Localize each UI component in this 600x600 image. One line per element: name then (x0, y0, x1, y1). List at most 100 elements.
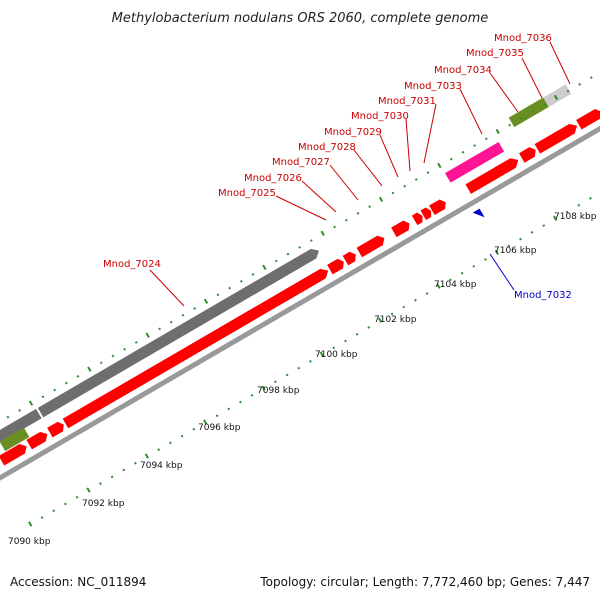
reverse-tick (250, 393, 254, 397)
forward-tick (286, 252, 290, 256)
tick-label: 7096 kbp (198, 423, 241, 433)
tick-label: 7092 kbp (82, 499, 125, 509)
gene-label[interactable]: Mnod_7032 (514, 290, 572, 301)
reverse-tick (180, 434, 184, 438)
forward-tick (391, 191, 395, 195)
reverse-tick (297, 366, 301, 370)
leader-mnod-7030 (405, 118, 411, 172)
reverse-tick (460, 271, 464, 275)
cds-3[interactable] (26, 429, 50, 450)
forward-tick (414, 178, 418, 181)
reverse-tick (472, 264, 476, 268)
forward-tick (495, 128, 500, 135)
cds-mnod-7025[interactable] (327, 257, 346, 275)
gene-label[interactable]: Mnod_7036 (494, 33, 552, 44)
cds-mnod-7033[interactable] (429, 197, 448, 216)
map-title: Methylobacterium nodulans ORS 2060, comp… (112, 11, 489, 26)
reverse-tick (530, 230, 534, 234)
gene-label[interactable]: Mnod_7027 (272, 157, 330, 168)
gene-labels: Mnod_7024 Mnod_7025 Mnod_7026 Mnod_7027 … (103, 33, 572, 301)
forward-tick (519, 116, 523, 120)
tick-labels: 7090 kbp 7092 kbp 7094 kbp 7096 kbp 7098… (8, 212, 597, 547)
forward-tick (320, 230, 325, 237)
forward-tick (111, 354, 115, 358)
reverse-tick (86, 487, 91, 493)
cds-mnod-7027[interactable] (356, 233, 388, 258)
gene-label[interactable]: Mnod_7033 (404, 81, 462, 92)
cds-mnod-7026[interactable] (342, 250, 359, 266)
reverse-tick (344, 339, 347, 343)
forward-tick (239, 279, 243, 283)
cds-mnod-7035[interactable] (519, 145, 538, 163)
gene-label[interactable]: Mnod_7024 (103, 259, 161, 270)
leader-mnod-7034 (489, 72, 519, 113)
leader-mnod-7024 (149, 269, 185, 307)
rna-feature[interactable] (445, 141, 505, 183)
forward-tick (309, 239, 313, 242)
pseudo-feature-left[interactable] (0, 427, 30, 452)
reverse-tick (40, 516, 44, 519)
gray-feature-main[interactable] (37, 248, 317, 418)
reverse-tick (192, 427, 196, 431)
cds-mnod-7036[interactable] (534, 121, 580, 154)
cds-mnod-7032[interactable] (472, 208, 485, 222)
forward-tick (437, 162, 442, 169)
gray-feature-left[interactable] (0, 408, 42, 455)
reverse-tick (75, 495, 79, 499)
gene-label[interactable]: Mnod_7025 (218, 188, 276, 199)
forward-tick (426, 171, 430, 175)
forward-tick (368, 205, 371, 208)
leader-mnod-7032 (489, 253, 515, 291)
gene-label[interactable]: Mnod_7034 (434, 65, 492, 76)
cds-right-end[interactable] (576, 107, 600, 130)
forward-tick (484, 137, 488, 141)
gene-label[interactable]: Mnod_7031 (378, 96, 436, 107)
cds-mnod-7031[interactable] (420, 206, 434, 221)
forward-tick (356, 212, 360, 215)
reverse-tick (309, 360, 312, 363)
reverse-tick (134, 461, 137, 465)
cds-mnod-7030[interactable] (411, 211, 425, 226)
light-feature-right[interactable] (543, 84, 572, 107)
forward-tick (274, 259, 278, 263)
reverse-tick (28, 521, 33, 527)
cds-mnod-7034[interactable] (465, 155, 521, 194)
forward-tick (589, 76, 593, 79)
tick-label: 7094 kbp (140, 461, 183, 471)
cds-mnod-7024[interactable] (62, 266, 331, 429)
gene-label[interactable]: Mnod_7026 (244, 173, 302, 184)
reverse-tick (64, 502, 67, 506)
forward-tick (158, 327, 161, 331)
feature-lane-forward-outer (0, 84, 572, 455)
tick-label: 7102 kbp (374, 315, 417, 325)
reverse-tick (227, 407, 231, 411)
reverse-tick (332, 346, 336, 350)
reverse-tick (319, 351, 324, 357)
reverse-tick (577, 203, 581, 207)
gene-label[interactable]: Mnod_7028 (298, 142, 356, 153)
reverse-tick (110, 475, 114, 479)
tick-label: 7106 kbp (494, 246, 537, 256)
reverse-tick (565, 210, 569, 214)
cds-lane-forward (0, 107, 600, 466)
leader-mnod-7026 (301, 180, 337, 213)
forward-tick (203, 298, 209, 304)
forward-tick (134, 341, 138, 344)
cds-mnod-7029[interactable] (391, 219, 412, 238)
gene-label[interactable]: Mnod_7035 (466, 48, 524, 59)
reverse-tick (285, 373, 289, 377)
reverse-tick-row (28, 197, 592, 527)
forward-tick (333, 225, 336, 229)
reverse-tick (274, 380, 277, 384)
leader-mnod-7031 (423, 103, 437, 164)
forward-tick (76, 375, 80, 378)
forward-tick (193, 307, 196, 310)
forward-tick (145, 332, 150, 338)
reverse-tick (367, 326, 371, 329)
pseudo-feature-right[interactable] (508, 97, 549, 128)
cds-4[interactable] (47, 420, 66, 438)
gene-label[interactable]: Mnod_7030 (351, 111, 409, 122)
gene-label[interactable]: Mnod_7029 (324, 127, 382, 138)
cds-2[interactable] (0, 441, 29, 466)
forward-tick (461, 150, 465, 154)
